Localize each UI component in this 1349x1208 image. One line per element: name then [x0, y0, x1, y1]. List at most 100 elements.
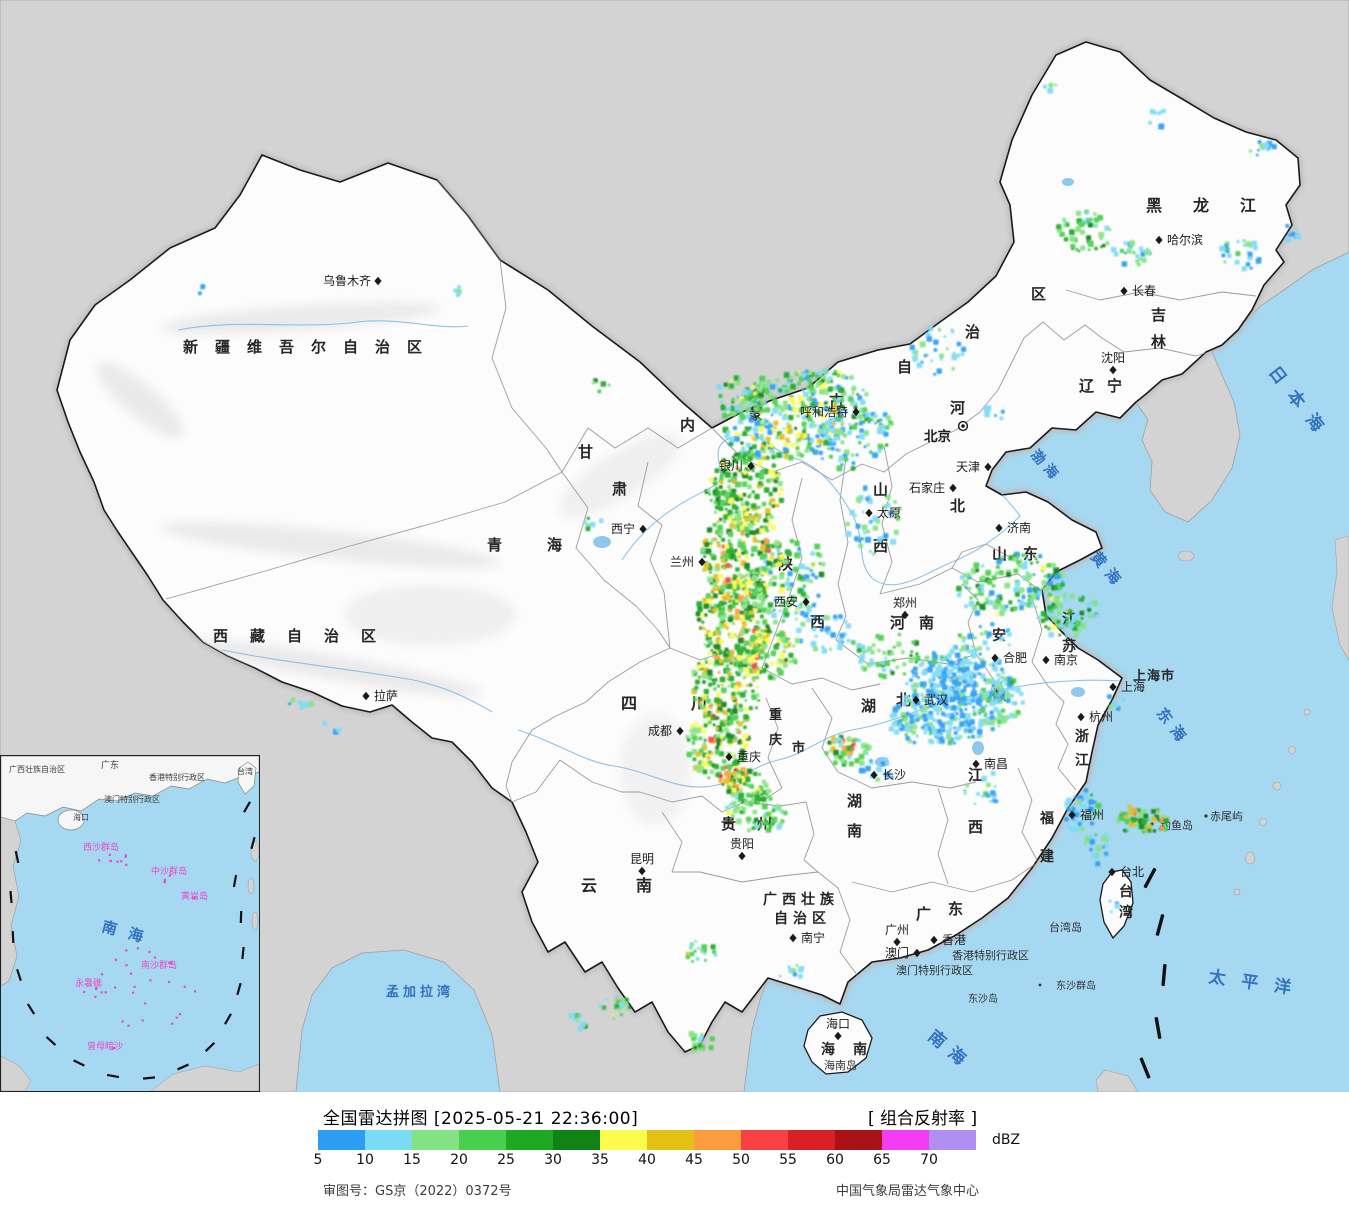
city-label: 石家庄 — [909, 480, 945, 495]
city-marker: 贵阳 — [730, 837, 754, 861]
province-label: 西藏自治区 — [213, 627, 398, 645]
inset-island-dot-cluster — [193, 896, 197, 900]
island-label: 赤尾屿 — [1210, 810, 1243, 823]
radar-echo-dongbei-4 — [1248, 140, 1277, 157]
province-label: 辽 — [1079, 377, 1094, 395]
colorbar-cell-65 — [882, 1130, 929, 1150]
city-label: 长沙 — [882, 768, 906, 782]
province-label: 台 — [1119, 883, 1133, 900]
city-label: 天津 — [956, 460, 980, 474]
island-label: 香港特别行政区 — [952, 948, 1029, 962]
province-label: 江 — [1075, 752, 1089, 769]
province-label: 四 — [621, 694, 637, 713]
city-label: 长春 — [1132, 284, 1156, 298]
radar-echo-wuhan-east-green — [979, 673, 1025, 728]
island-label: 海南岛 — [824, 1058, 857, 1072]
city-marker: 武汉 — [912, 693, 948, 707]
radar-echo-yunnan-south-1 — [598, 994, 632, 1020]
colorbar-cell-25 — [506, 1130, 553, 1150]
inset-region-label: 广西壮族自治区 — [9, 764, 65, 774]
province-label: 广 — [916, 905, 931, 923]
inset-island-label: 中沙群岛 — [151, 865, 187, 877]
city-label: 南京 — [1054, 652, 1078, 667]
radar-echo-qinghai-spot — [582, 516, 604, 532]
province-label: 南 — [853, 1041, 867, 1058]
city-marker: 哈尔滨 — [1155, 232, 1203, 247]
inset-region-label: 台湾 — [237, 766, 253, 776]
city-marker: 重庆 — [725, 750, 761, 764]
city-marker: 南昌 — [972, 756, 1008, 771]
inset-hainan — [57, 809, 85, 831]
province-label: 建 — [1040, 848, 1054, 865]
sea-label: 孟加拉湾 — [386, 984, 454, 1000]
scale-tick-label: 40 — [638, 1152, 656, 1168]
province-label: 广西壮族 — [763, 891, 839, 908]
inset-island-dot-cluster — [111, 1047, 116, 1050]
scale-tick-label: 55 — [779, 1152, 797, 1168]
radar-echo-hunan-scatter — [858, 757, 894, 782]
city-label: 太原 — [877, 505, 901, 520]
city-marker: 南宁 — [789, 930, 825, 945]
city-marker: 合肥 — [991, 650, 1027, 665]
radar-echo-leizhou-spot — [778, 964, 804, 979]
colorbar-cell-10 — [365, 1130, 412, 1150]
radar-echo-dongbei-3 — [1219, 239, 1262, 272]
island-label: 东沙岛 — [968, 992, 998, 1005]
city-label: 哈尔滨 — [1167, 232, 1203, 247]
city-label: 乌鲁木齐 — [323, 273, 371, 288]
city-label: 西安 — [774, 594, 798, 609]
scale-tick-label: 15 — [403, 1152, 421, 1168]
province-label: 治 — [965, 323, 980, 341]
province-label: 湖 — [847, 792, 862, 810]
province-label: 吉 — [1151, 306, 1166, 324]
legend-panel: 全国雷达拼图 [2025-05-21 22:36:00] [ 组合反射率 ] 5… — [0, 1092, 1349, 1208]
city-marker: 西宁 — [611, 521, 647, 536]
inset-island-label: 南沙群岛 — [141, 959, 177, 971]
city-marker: 太原 — [865, 505, 901, 520]
china-radar-map: 新疆维吾尔自治区西藏自治区青海甘肃内蒙古自治区黑龙江吉林辽宁河北山西山东河南陕西… — [0, 0, 1349, 1092]
city-label: 合肥 — [1003, 650, 1027, 665]
radar-echo-dongbei-2 — [1111, 240, 1152, 267]
radar-echo-qiongzhou — [688, 1031, 715, 1053]
city-label: 西宁 — [611, 521, 635, 536]
province-border-line — [711, 289, 1257, 669]
scale-tick-label: 20 — [450, 1152, 468, 1168]
city-marker: 呼和浩特 — [800, 404, 860, 419]
radar-echo-diaoyu-cluster — [1115, 804, 1170, 834]
inset-island-dot-cluster — [163, 874, 171, 884]
radar-echo-fujian-coast-n — [1064, 788, 1102, 832]
city-marker: 石家庄 — [909, 480, 957, 495]
inset-island-label: 永暑礁 — [75, 977, 102, 989]
radar-echo-hubei-rain-core — [926, 664, 984, 720]
south-china-sea-inset: 广西壮族自治区 广东 香港特别行政区 澳门特别行政区 台湾 海口 南海 西沙群岛 中沙群岛 黄岩岛… — [0, 755, 260, 1092]
city-label: 南宁 — [801, 930, 825, 945]
city-marker: 广州 — [885, 923, 909, 947]
colorbar-cell-40 — [647, 1130, 694, 1150]
province-label: 西 — [968, 818, 983, 836]
city-label: 台北 — [1120, 864, 1144, 879]
province-label: 上海市 — [1133, 668, 1175, 684]
province-label: 庆 — [768, 732, 782, 748]
city-marker: 长春 — [1120, 284, 1156, 298]
yarlung-river — [221, 649, 493, 713]
city-label: 海口 — [826, 1016, 850, 1031]
province-label: 甘 — [578, 443, 593, 461]
radar-echo-layer — [198, 82, 1301, 1053]
inset-malay — [1, 1055, 32, 1091]
radar-echo-guizhou-patch — [725, 790, 788, 833]
city-marker: 南京 — [1042, 652, 1078, 667]
producer-credit: 中国气象局雷达气象中心 — [836, 1184, 980, 1199]
radar-echo-shaanxi-south — [743, 629, 798, 681]
inset-island-dot-cluster — [83, 947, 197, 1027]
province-label: 河南 — [890, 614, 948, 632]
radar-echo-taiwan-spot — [1108, 899, 1121, 914]
inset-island-label: 黄岩岛 — [181, 890, 208, 902]
province-label: 安 — [992, 627, 1006, 644]
scale-tick-label: 45 — [685, 1152, 703, 1168]
radar-echo-hebei-scatter — [909, 326, 967, 376]
city-marker: 拉萨 — [362, 688, 398, 703]
lakes — [593, 178, 1085, 767]
inset-island-dot-cluster — [98, 853, 128, 866]
colorbar-tick-labels: 5 10 15 20 25 30 35 40 45 50 55 60 65 70 — [314, 1152, 1018, 1172]
